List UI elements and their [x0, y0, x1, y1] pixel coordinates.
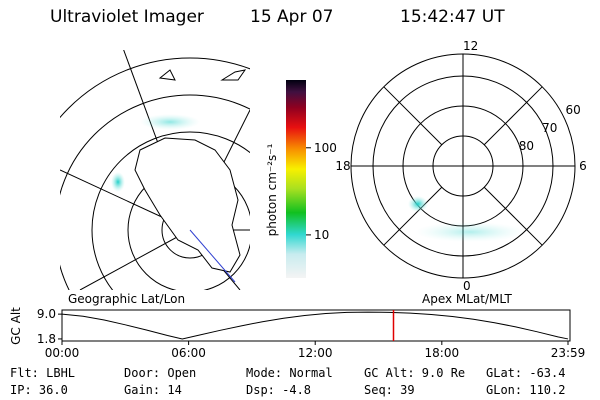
colorbar: [286, 80, 306, 278]
plot-frame: [61, 309, 571, 342]
status-field: GLon: 110.2: [486, 383, 565, 397]
header-title: Ultraviolet Imager: [50, 7, 204, 27]
colorbar-label: photon cm⁻²s⁻¹: [265, 143, 279, 236]
status-field: IP: 36.0: [10, 383, 68, 397]
mlt-line: [383, 86, 443, 146]
y-tick-label: 1.8: [37, 332, 56, 346]
header-date: 15 Apr 07: [250, 7, 333, 27]
aurora: [415, 222, 525, 242]
lat-ring: [60, 57, 250, 119]
polar-map: [350, 53, 576, 279]
x-tick-label: 23:59: [551, 346, 586, 360]
status-field: Dsp: -4.8: [246, 383, 311, 397]
mlt-label: 6: [579, 159, 587, 173]
mlat-ring: [372, 75, 554, 257]
mlt-line: [383, 186, 443, 246]
mlt-label: 0: [463, 279, 471, 293]
x-tick-label: 00:00: [45, 346, 80, 360]
mlt-line: [483, 86, 543, 146]
status-field: GLat: -63.4: [486, 366, 565, 380]
aurora: [408, 196, 428, 212]
mlt-label: 18: [335, 159, 350, 173]
altitude-line: [61, 311, 569, 340]
colorbar-tick-label: 10: [314, 228, 329, 242]
status-field: Door: Open: [124, 366, 196, 380]
sun-line: [189, 229, 236, 283]
x-tick-label: 06:00: [171, 346, 206, 360]
coastline: [134, 137, 241, 273]
lat-ring: [60, 94, 250, 290]
mlat-ring: [432, 135, 494, 197]
lat-ring: [91, 131, 250, 290]
mlt-label: 12: [463, 39, 478, 53]
geo-map: [60, 50, 250, 290]
x-tick-label: 18:00: [425, 346, 460, 360]
status-field: Seq: 39: [364, 383, 415, 397]
header-time: 15:42:47 UT: [400, 7, 505, 27]
mlt-line: [483, 186, 543, 246]
y-tick-label: 9.0: [37, 307, 56, 321]
x-tick-label: 12:00: [298, 346, 333, 360]
status-field: Gain: 14: [124, 383, 182, 397]
status-field: Flt: LBHL: [10, 366, 75, 380]
panel-title: Apex MLat/MLT: [422, 292, 512, 306]
panel-title: Geographic Lat/Lon: [68, 292, 185, 306]
aurora: [111, 172, 125, 192]
mlat-label: 70: [542, 121, 557, 135]
status-field: GC Alt: 9.0 Re: [364, 366, 465, 380]
colorbar-tick-label: 100: [314, 141, 337, 155]
aurora: [140, 114, 200, 130]
y-axis-label: GC Alt: [9, 307, 23, 345]
coastline: [158, 69, 247, 81]
status-field: Mode: Normal: [246, 366, 333, 380]
mlat-label: 80: [519, 139, 534, 153]
meridian: [79, 229, 191, 290]
mlat-label: 60: [566, 103, 581, 117]
